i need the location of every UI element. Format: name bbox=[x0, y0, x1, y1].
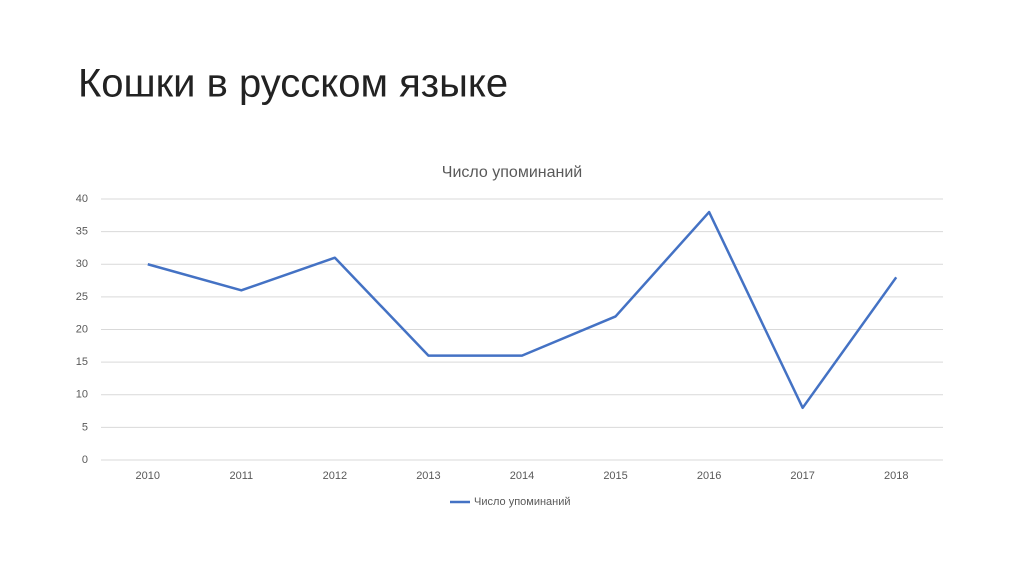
y-tick-label: 15 bbox=[76, 356, 88, 368]
x-tick-label: 2013 bbox=[416, 470, 440, 482]
y-tick-label: 35 bbox=[76, 226, 88, 238]
y-tick-label: 30 bbox=[76, 258, 88, 270]
x-tick-label: 2010 bbox=[136, 470, 160, 482]
y-tick-label: 25 bbox=[76, 291, 88, 303]
x-tick-label: 2011 bbox=[230, 470, 254, 482]
legend-label: Число упоминаний bbox=[474, 496, 571, 508]
y-tick-label: 0 bbox=[82, 454, 88, 466]
x-tick-label: 2014 bbox=[510, 470, 534, 482]
y-tick-label: 20 bbox=[76, 323, 88, 335]
x-tick-label: 2018 bbox=[884, 470, 908, 482]
y-tick-label: 5 bbox=[82, 421, 88, 433]
y-tick-label: 10 bbox=[76, 389, 88, 401]
data-line bbox=[147, 210, 898, 410]
x-tick-label: 2012 bbox=[323, 470, 347, 482]
x-tick-label: 2017 bbox=[790, 470, 814, 482]
x-tick-label: 2016 bbox=[697, 470, 721, 482]
y-tick-label: 40 bbox=[76, 193, 88, 205]
chart-title: Число упоминаний bbox=[442, 164, 582, 181]
x-tick-label: 2015 bbox=[603, 470, 627, 482]
slide-title: Кошки в русском языке bbox=[78, 62, 508, 106]
